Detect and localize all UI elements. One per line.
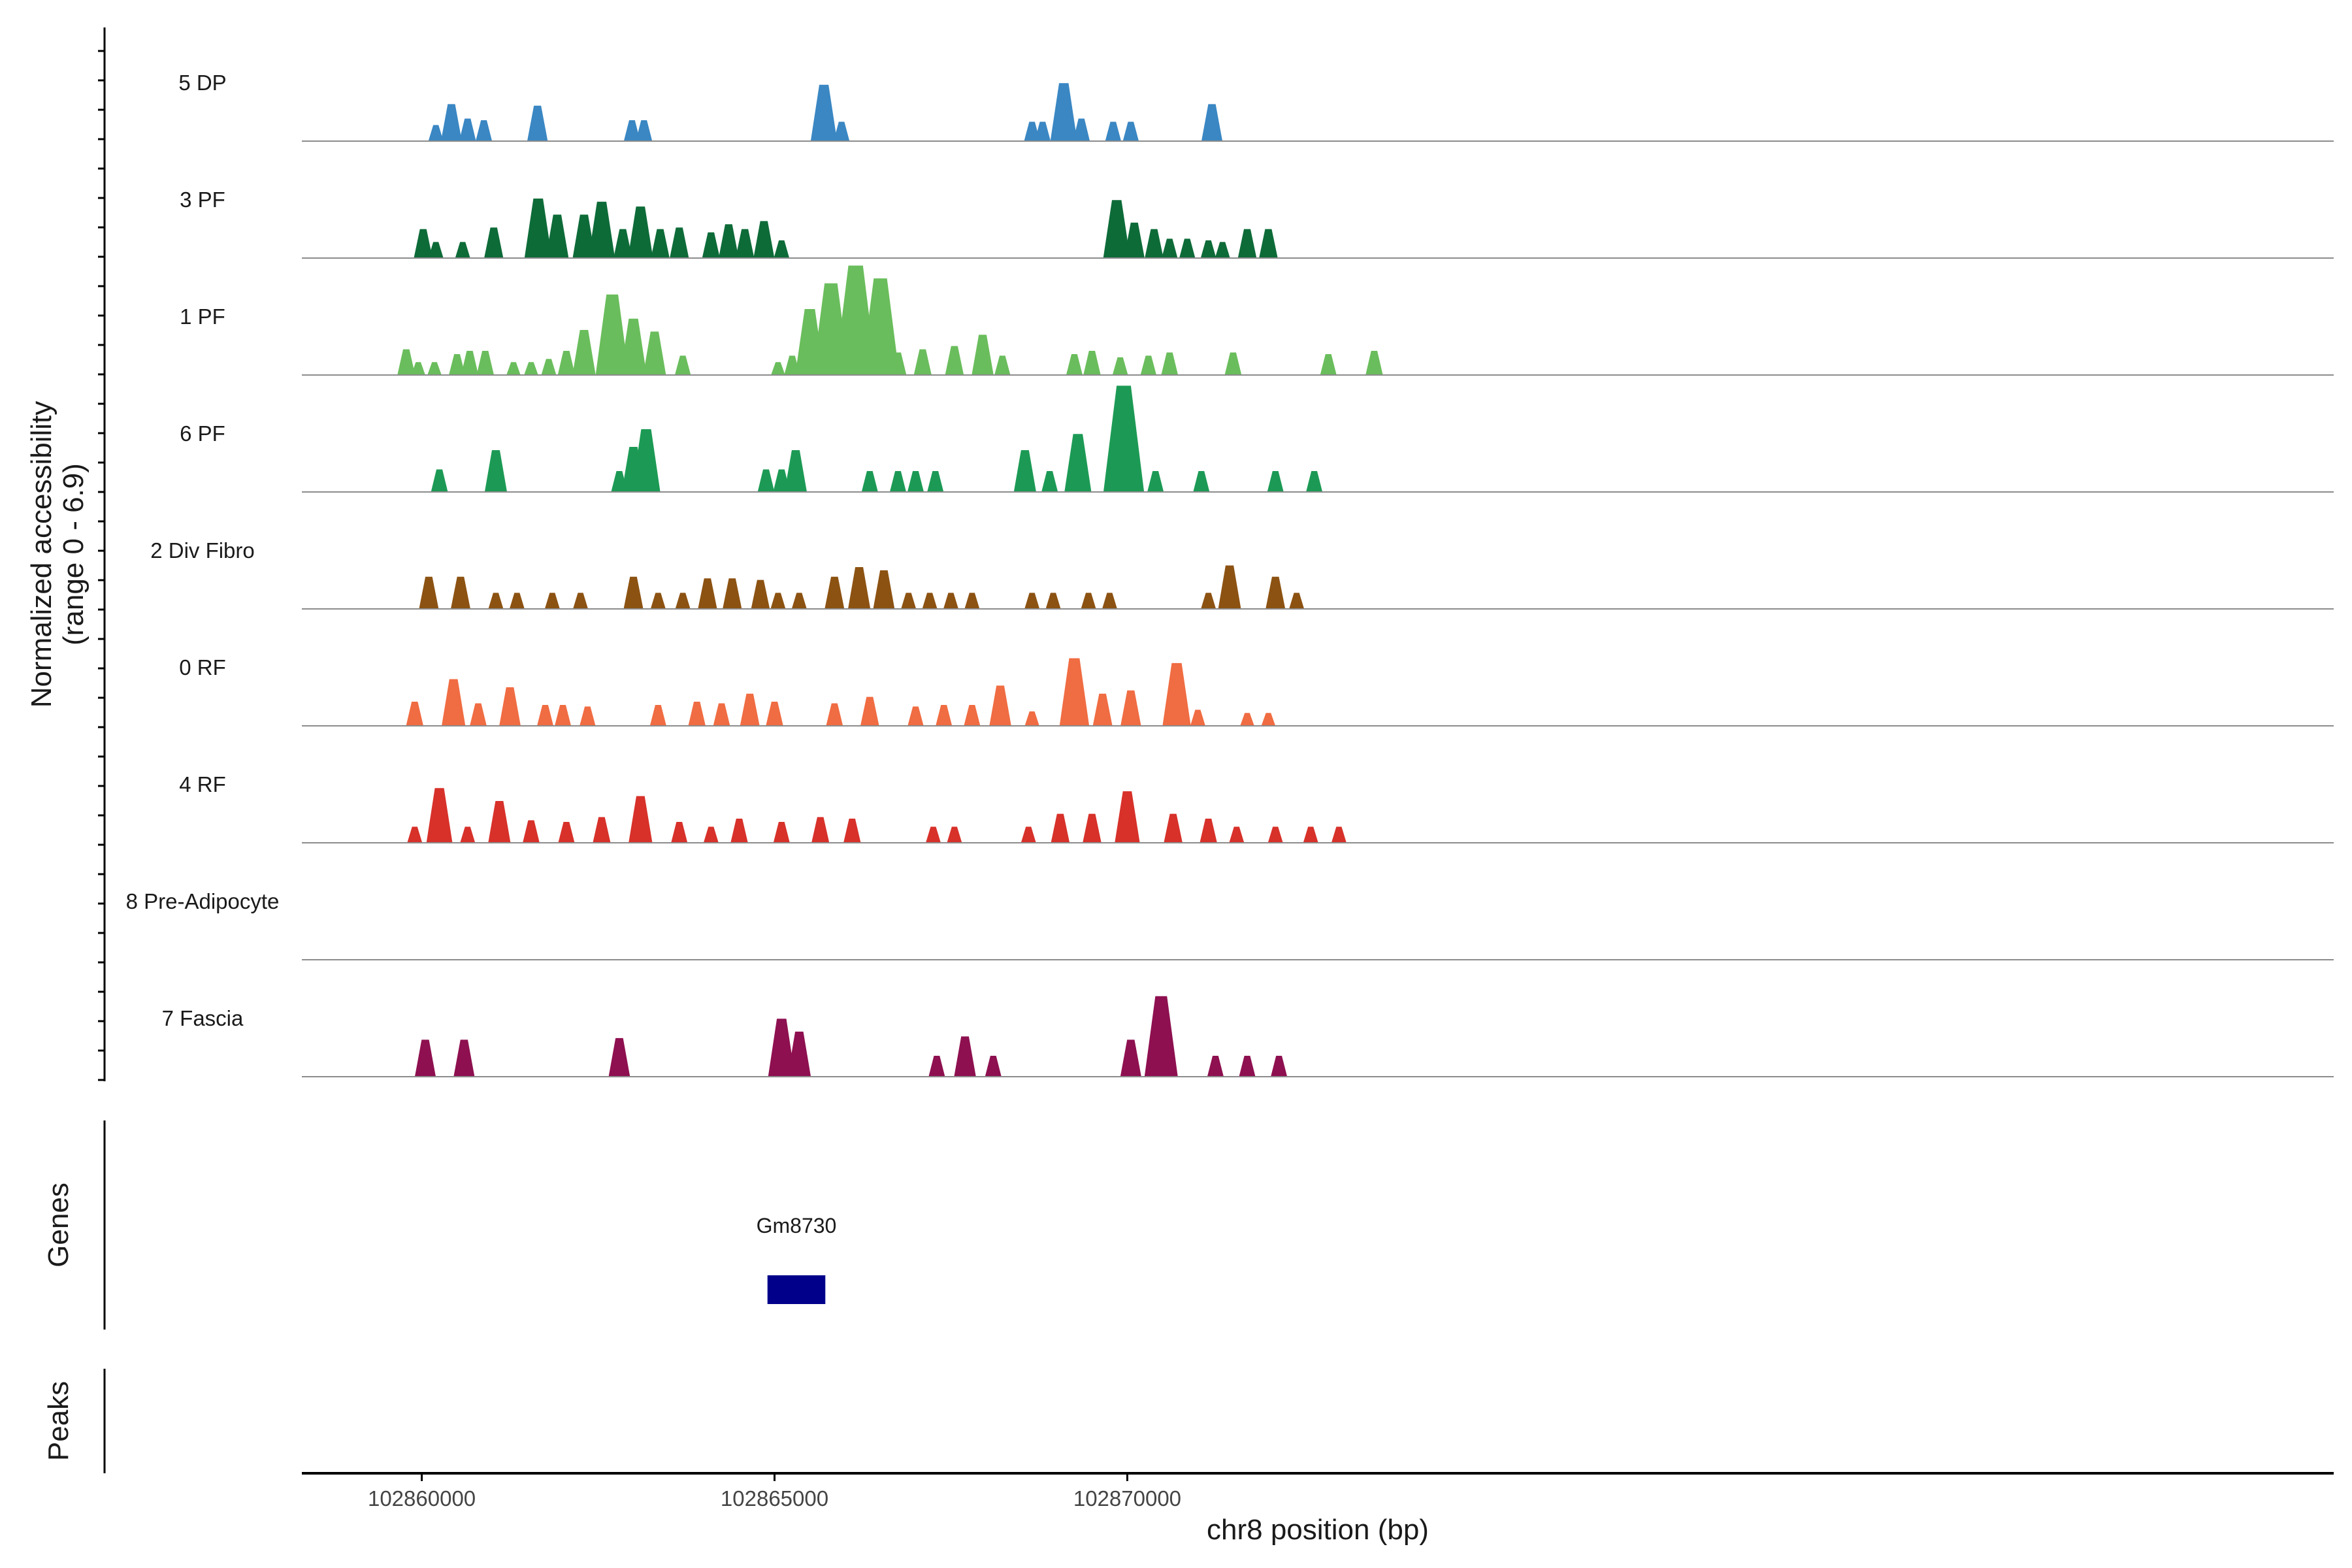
- peaks-panel-title: Peaks: [42, 1381, 74, 1461]
- track-label: 2 Div Fibro: [150, 538, 255, 563]
- track-label: 8 Pre-Adipocyte: [126, 889, 280, 913]
- track-label: 0 RF: [179, 655, 226, 679]
- track-label: 3 PF: [180, 188, 225, 212]
- x-tick-label: 102860000: [368, 1486, 476, 1511]
- y-axis-title-line-1: Normalized accessibility: [25, 401, 57, 708]
- x-tick-label: 102865000: [721, 1486, 828, 1511]
- track-label: 4 RF: [179, 772, 226, 796]
- track-label: 1 PF: [180, 304, 225, 329]
- gene-label: Gm8730: [757, 1214, 837, 1237]
- track-label: 6 PF: [180, 421, 225, 446]
- coverage-plot: Normalized accessibility (range 0 - 6.9)…: [0, 0, 2352, 1568]
- track-label: 5 DP: [178, 71, 226, 95]
- x-tick-label: 102870000: [1073, 1486, 1181, 1511]
- track-label: 7 Fascia: [162, 1006, 244, 1030]
- gene-body: [768, 1275, 826, 1304]
- x-axis-title: chr8 position (bp): [1207, 1514, 1429, 1546]
- genes-panel-title: Genes: [42, 1183, 74, 1267]
- plot-background: [0, 0, 2352, 1568]
- y-axis-title-line-2: (range 0 - 6.9): [57, 463, 90, 645]
